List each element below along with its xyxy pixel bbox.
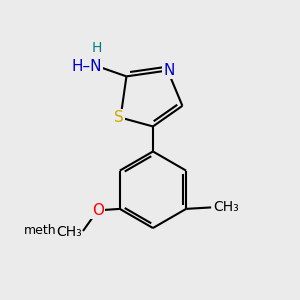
Text: O: O xyxy=(92,203,104,218)
Text: S: S xyxy=(114,110,124,125)
Text: CH₃: CH₃ xyxy=(56,225,82,238)
Text: CH₃: CH₃ xyxy=(214,200,239,214)
Text: N: N xyxy=(164,63,175,78)
Text: H: H xyxy=(92,41,102,56)
Text: methoxy: methoxy xyxy=(24,224,79,238)
Text: H–N: H–N xyxy=(71,58,102,74)
